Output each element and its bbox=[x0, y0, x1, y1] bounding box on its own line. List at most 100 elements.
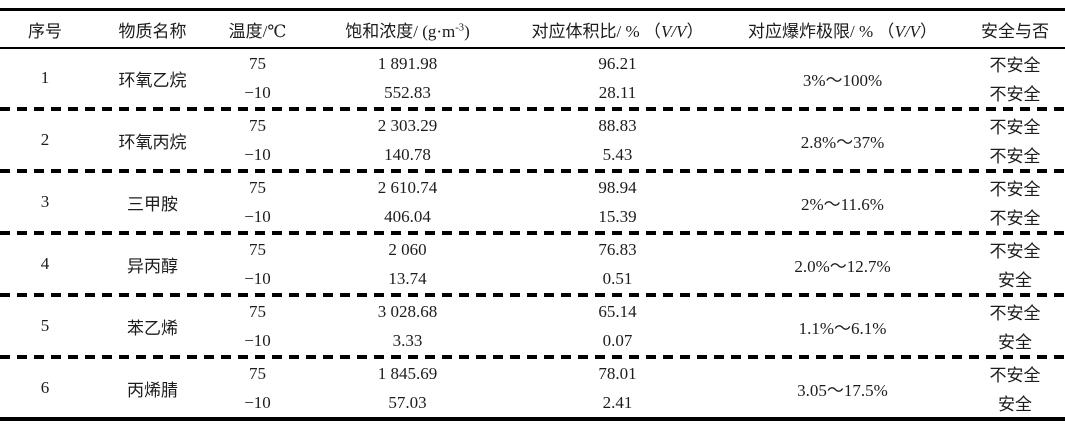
cell-safety: 不安全 bbox=[989, 118, 1041, 137]
cell-substance: 异丙醇 bbox=[127, 256, 178, 276]
cell-volume-ratio: 96.21 bbox=[598, 53, 637, 73]
cell-explosion-limit: 1.1%～6.1% bbox=[798, 318, 887, 338]
col-header-no: 序号 bbox=[0, 9, 90, 49]
dashed-divider bbox=[0, 107, 1065, 111]
cell-no: 2 bbox=[40, 130, 50, 149]
conc-unit-pre: 饱和浓度/ (g·m bbox=[345, 21, 456, 41]
table-row: −10 13.74 0.51 安全 bbox=[0, 264, 1065, 293]
cell-volume-ratio: 15.39 bbox=[598, 206, 637, 226]
limit-vv-symbol: V/V bbox=[894, 21, 920, 41]
col-header-temperature: 温度/℃ bbox=[215, 9, 300, 49]
cell-volume-ratio: 0.51 bbox=[602, 268, 633, 288]
table-row: −10 406.04 15.39 不安全 bbox=[0, 202, 1065, 231]
vol-label-post: ） bbox=[686, 21, 704, 41]
group-divider bbox=[0, 169, 1065, 173]
dashed-divider bbox=[0, 293, 1065, 297]
cell-no: 5 bbox=[40, 316, 50, 335]
cell-explosion-limit: 2%～11.6% bbox=[801, 194, 884, 214]
cell-concentration: 3 028.68 bbox=[377, 301, 438, 321]
cell-safety: 不安全 bbox=[989, 85, 1041, 104]
cell-concentration: 1 891.98 bbox=[377, 53, 438, 73]
cell-safety: 不安全 bbox=[989, 147, 1041, 166]
cell-volume-ratio: 76.83 bbox=[598, 239, 637, 259]
dashed-divider bbox=[0, 355, 1065, 359]
col-header-volume-ratio: 对应体积比/ % （V/V） bbox=[515, 9, 720, 49]
col-header-substance: 物质名称 bbox=[90, 9, 215, 49]
table-row: −10 140.78 5.43 不安全 bbox=[0, 140, 1065, 169]
cell-safety: 不安全 bbox=[989, 56, 1041, 75]
cell-temperature: 75 bbox=[249, 53, 266, 73]
cell-concentration: 406.04 bbox=[384, 206, 431, 226]
substance-safety-table: 序号 物质名称 温度/℃ 饱和浓度/ (g·m-3) 对应体积比/ % （V/V… bbox=[0, 8, 1065, 421]
cell-volume-ratio: 5.43 bbox=[602, 144, 633, 164]
cell-substance: 苯乙烯 bbox=[127, 318, 178, 338]
cell-temperature: −10 bbox=[244, 144, 271, 164]
cell-volume-ratio: 28.11 bbox=[598, 82, 637, 102]
group-divider bbox=[0, 107, 1065, 111]
cell-concentration: 1 845.69 bbox=[377, 363, 438, 383]
cell-concentration: 2 303.29 bbox=[377, 115, 438, 135]
cell-concentration: 2 610.74 bbox=[377, 177, 438, 197]
cell-concentration: 2 060 bbox=[388, 239, 427, 259]
table-row: 5 苯乙烯 75 3 028.68 65.14 1.1%～6.1% 不安全 bbox=[0, 297, 1065, 338]
table-row: 2 环氧丙烷 75 2 303.29 88.83 2.8%～37% 不安全 bbox=[0, 111, 1065, 152]
cell-temperature: 75 bbox=[249, 301, 266, 321]
cell-temperature: −10 bbox=[244, 206, 271, 226]
cell-temperature: 75 bbox=[249, 115, 266, 135]
cell-substance: 丙烯腈 bbox=[127, 380, 178, 400]
vol-vv-symbol: V/V bbox=[660, 21, 687, 41]
table-row: 3 三甲胺 75 2 610.74 98.94 2%～11.6% 不安全 bbox=[0, 173, 1065, 214]
limit-label-pre: 对应爆炸极限/ % （ bbox=[748, 21, 895, 41]
group-divider bbox=[0, 231, 1065, 235]
cell-temperature: 75 bbox=[249, 363, 266, 383]
dashed-divider bbox=[0, 231, 1065, 235]
cell-temperature: 75 bbox=[249, 177, 266, 197]
table-row: 1 环氧乙烷 75 1 891.98 96.21 3%～100% 不安全 bbox=[0, 48, 1065, 90]
cell-safety: 安全 bbox=[998, 333, 1032, 352]
col-header-explosion-limit: 对应爆炸极限/ % （V/V） bbox=[720, 9, 965, 49]
cell-concentration: 3.33 bbox=[392, 330, 423, 350]
cell-volume-ratio: 78.01 bbox=[598, 363, 637, 383]
col-header-saturation-concentration: 饱和浓度/ (g·m-3) bbox=[300, 9, 515, 49]
cell-temperature: −10 bbox=[244, 330, 271, 350]
cell-explosion-limit: 3%～100% bbox=[802, 70, 883, 90]
table-row: −10 3.33 0.07 安全 bbox=[0, 326, 1065, 355]
cell-safety: 安全 bbox=[998, 271, 1032, 290]
cell-safety: 不安全 bbox=[989, 180, 1041, 199]
cell-volume-ratio: 65.14 bbox=[598, 301, 637, 321]
limit-label-post: ） bbox=[919, 21, 937, 41]
cell-temperature: 75 bbox=[249, 239, 266, 259]
table-row: 4 异丙醇 75 2 060 76.83 2.0%～12.7% 不安全 bbox=[0, 235, 1065, 276]
cell-temperature: −10 bbox=[244, 268, 271, 288]
col-header-safety: 安全与否 bbox=[965, 9, 1065, 49]
group-divider bbox=[0, 355, 1065, 359]
cell-no: 6 bbox=[40, 378, 50, 397]
cell-volume-ratio: 88.83 bbox=[598, 115, 637, 135]
cell-safety: 不安全 bbox=[989, 242, 1041, 261]
cell-concentration: 552.83 bbox=[384, 82, 431, 102]
cell-no: 4 bbox=[40, 254, 50, 273]
cell-concentration: 140.78 bbox=[384, 144, 431, 164]
group-divider bbox=[0, 293, 1065, 297]
cell-explosion-limit: 2.0%～12.7% bbox=[794, 256, 891, 276]
cell-substance: 三甲胺 bbox=[127, 194, 178, 214]
cell-safety: 不安全 bbox=[989, 304, 1041, 323]
cell-explosion-limit: 3.05～17.5% bbox=[797, 380, 888, 400]
cell-safety: 不安全 bbox=[989, 366, 1041, 385]
table-row: 6 丙烯腈 75 1 845.69 78.01 3.05～17.5% 不安全 bbox=[0, 359, 1065, 400]
cell-safety: 安全 bbox=[998, 395, 1032, 414]
cell-temperature: −10 bbox=[244, 82, 271, 102]
conc-unit-exponent: -3 bbox=[455, 21, 465, 33]
table-row: −10 552.83 28.11 不安全 bbox=[0, 78, 1065, 107]
vol-label-pre: 对应体积比/ % （ bbox=[531, 21, 661, 41]
table-row: −10 57.03 2.41 安全 bbox=[0, 388, 1065, 419]
header-row: 序号 物质名称 温度/℃ 饱和浓度/ (g·m-3) 对应体积比/ % （V/V… bbox=[0, 9, 1065, 49]
conc-unit-post: ) bbox=[464, 21, 470, 41]
cell-temperature: −10 bbox=[244, 392, 271, 412]
cell-concentration: 57.03 bbox=[388, 392, 427, 412]
cell-volume-ratio: 2.41 bbox=[602, 392, 633, 412]
cell-no: 1 bbox=[40, 68, 50, 87]
cell-substance: 环氧丙烷 bbox=[118, 132, 187, 152]
cell-no: 3 bbox=[40, 192, 50, 211]
